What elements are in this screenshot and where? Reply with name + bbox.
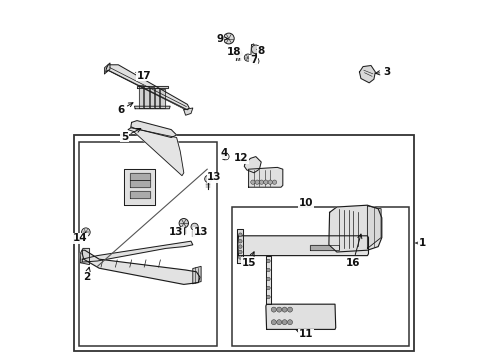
Polygon shape	[248, 167, 283, 187]
Text: 6: 6	[117, 103, 133, 115]
Circle shape	[191, 223, 198, 230]
Text: 4: 4	[220, 148, 228, 159]
Text: 15: 15	[242, 252, 256, 268]
Text: 3: 3	[375, 67, 390, 77]
Polygon shape	[106, 65, 189, 110]
Circle shape	[245, 54, 251, 61]
Text: 8: 8	[257, 46, 265, 56]
Text: 13: 13	[207, 172, 221, 182]
Polygon shape	[104, 63, 110, 74]
Circle shape	[264, 180, 268, 184]
Circle shape	[239, 256, 242, 259]
Bar	[79, 142, 217, 346]
Circle shape	[251, 45, 260, 54]
Text: 13: 13	[169, 227, 184, 237]
Bar	[232, 207, 409, 346]
Polygon shape	[130, 191, 149, 198]
Polygon shape	[82, 250, 200, 284]
Text: 9: 9	[216, 33, 228, 44]
Bar	[74, 135, 414, 351]
Circle shape	[179, 219, 189, 228]
Circle shape	[267, 277, 270, 281]
Polygon shape	[160, 89, 165, 108]
Circle shape	[255, 180, 259, 184]
Circle shape	[267, 286, 270, 290]
Text: 13: 13	[194, 227, 208, 237]
Circle shape	[271, 307, 276, 312]
Circle shape	[267, 268, 270, 272]
Polygon shape	[130, 173, 149, 180]
Text: 17: 17	[136, 71, 151, 81]
Text: 5: 5	[121, 129, 141, 142]
Circle shape	[222, 153, 229, 160]
Circle shape	[259, 180, 264, 184]
Text: 11: 11	[296, 329, 314, 339]
Polygon shape	[222, 155, 225, 160]
Polygon shape	[245, 157, 261, 173]
Text: 2: 2	[83, 267, 90, 282]
Text: 7: 7	[249, 55, 257, 65]
Polygon shape	[134, 106, 170, 109]
Polygon shape	[251, 44, 256, 62]
Circle shape	[205, 175, 212, 183]
Text: 10: 10	[299, 198, 314, 208]
Circle shape	[223, 33, 234, 44]
Polygon shape	[310, 245, 339, 250]
Polygon shape	[266, 256, 271, 304]
Polygon shape	[184, 108, 193, 115]
Circle shape	[252, 58, 259, 64]
Circle shape	[282, 307, 287, 312]
Polygon shape	[155, 88, 159, 108]
Circle shape	[267, 295, 270, 299]
Circle shape	[239, 250, 242, 254]
Polygon shape	[124, 169, 155, 205]
Polygon shape	[193, 266, 201, 284]
Polygon shape	[130, 180, 149, 187]
Text: 18: 18	[227, 47, 242, 57]
Polygon shape	[266, 304, 336, 329]
Polygon shape	[139, 85, 143, 108]
Circle shape	[268, 180, 272, 184]
Polygon shape	[360, 66, 375, 83]
Circle shape	[251, 180, 255, 184]
Polygon shape	[236, 52, 242, 55]
Circle shape	[239, 233, 242, 237]
Circle shape	[236, 49, 242, 54]
Circle shape	[288, 307, 293, 312]
Circle shape	[277, 320, 282, 325]
Text: 14: 14	[73, 233, 87, 243]
Polygon shape	[137, 86, 168, 88]
Polygon shape	[238, 236, 368, 256]
Polygon shape	[149, 87, 154, 108]
Circle shape	[81, 228, 90, 237]
Circle shape	[272, 180, 277, 184]
Polygon shape	[82, 241, 193, 262]
Polygon shape	[237, 229, 243, 263]
Circle shape	[288, 320, 293, 325]
Polygon shape	[131, 121, 176, 138]
Polygon shape	[128, 128, 184, 176]
Polygon shape	[368, 206, 381, 248]
Circle shape	[267, 259, 270, 263]
Polygon shape	[144, 86, 148, 108]
Circle shape	[239, 245, 242, 248]
Circle shape	[282, 320, 287, 325]
Text: 1: 1	[418, 238, 426, 248]
Circle shape	[277, 307, 282, 312]
Text: 16: 16	[346, 234, 362, 268]
Text: 12: 12	[234, 153, 248, 163]
Polygon shape	[80, 248, 90, 265]
Circle shape	[239, 239, 242, 243]
Polygon shape	[329, 205, 382, 252]
Circle shape	[271, 320, 276, 325]
